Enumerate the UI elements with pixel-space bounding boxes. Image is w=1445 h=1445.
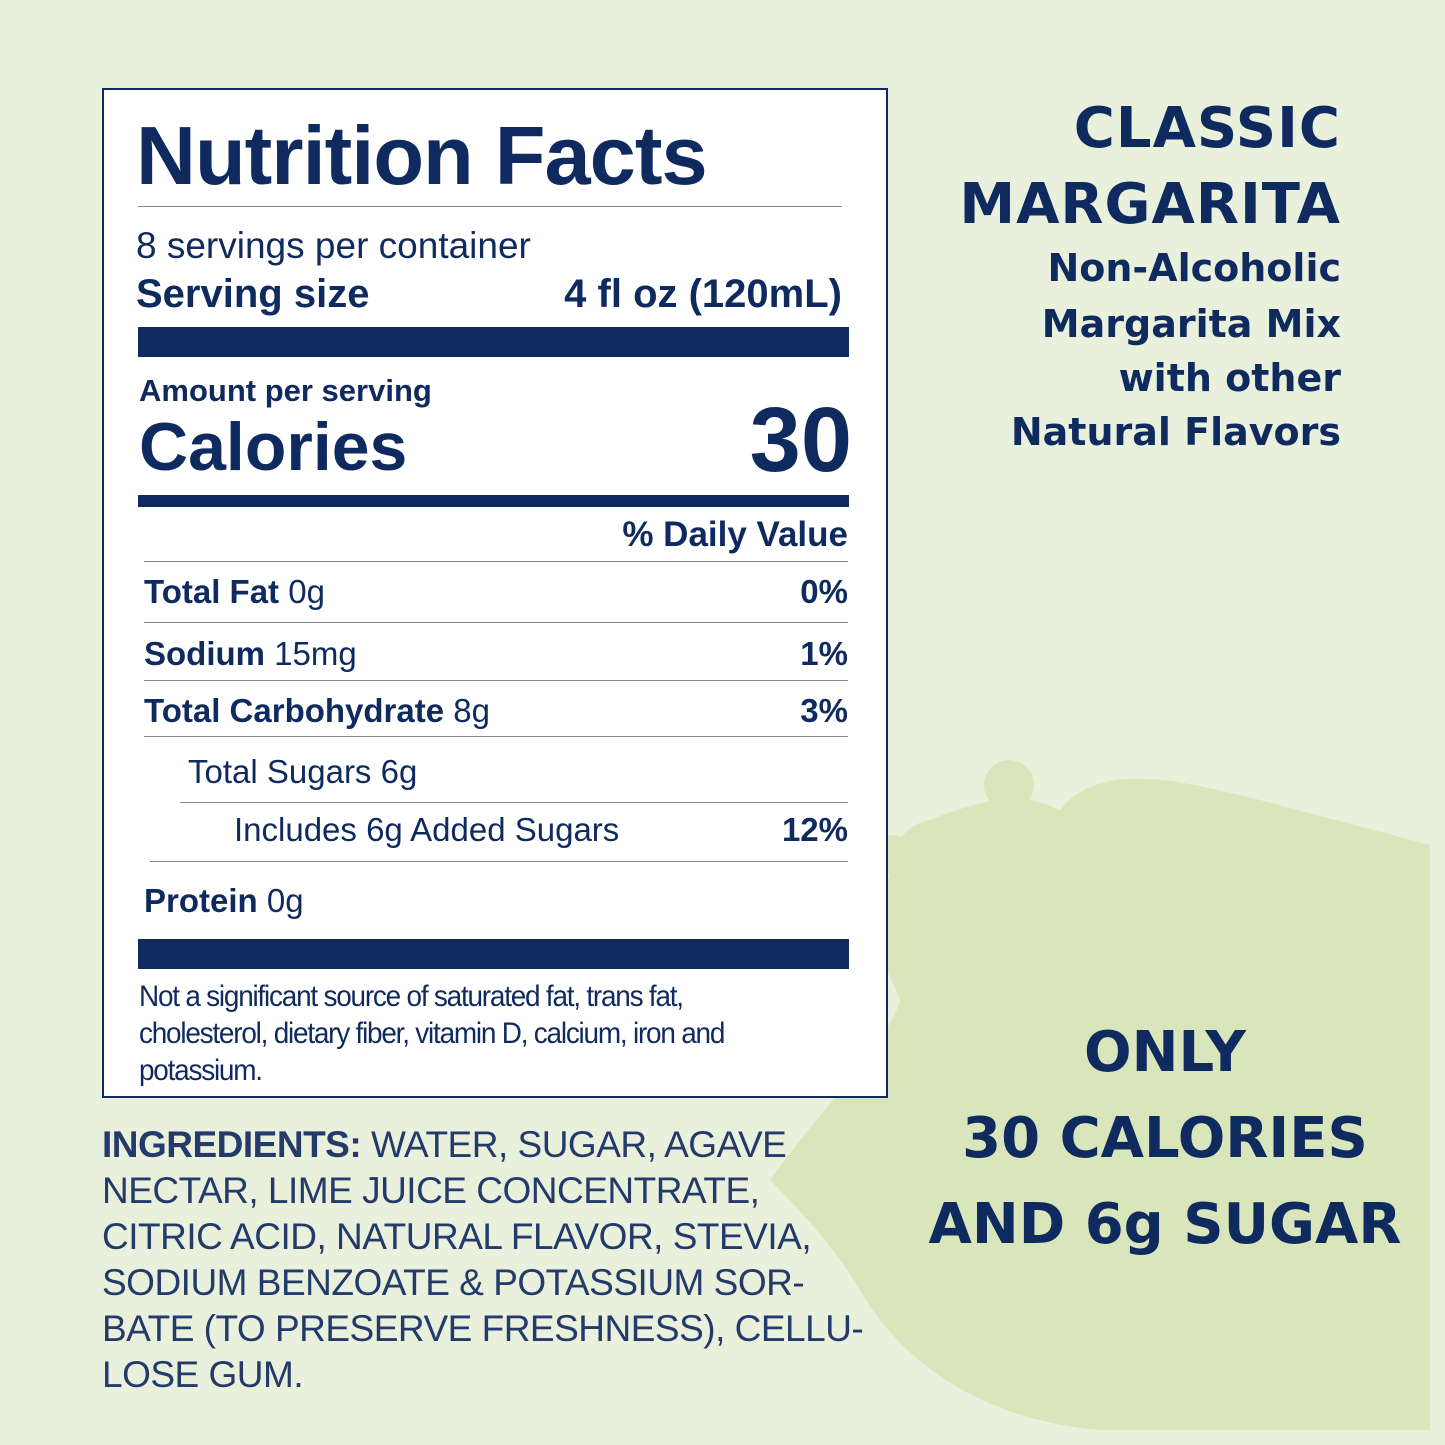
calories-value: 30	[749, 389, 852, 491]
product-name-line2: MARGARITA	[959, 172, 1341, 237]
nutrient-name: Sodium	[144, 635, 265, 672]
nutrition-title: Nutrition Facts	[136, 109, 708, 202]
nutrient-amount: Includes 6g Added Sugars	[234, 811, 620, 848]
nutrient-dv: 12%	[781, 811, 848, 848]
promo-line1: ONLY	[1084, 1020, 1246, 1085]
nutrient-row-sodium: Sodium 15mg 1%	[144, 635, 848, 673]
nutrient-amount: 8g	[453, 692, 490, 729]
nutrient-amount: 0g	[288, 573, 325, 610]
ingredients-line: LOSE GUM.	[102, 1354, 304, 1395]
nutrient-row-total-sugars: Total Sugars 6g	[188, 753, 848, 791]
amount-per-serving: Amount per serving	[139, 373, 432, 408]
serving-size: Serving size 4 fl oz (120mL)	[136, 272, 842, 317]
ingredients-line: CITRIC ACID, NATURAL FLAVOR, STEVIA,	[102, 1216, 812, 1257]
ingredients: INGREDIENTS: WATER, SUGAR, AGAVE NECTAR,…	[102, 1122, 864, 1398]
nutrient-row-carbohydrate: Total Carbohydrate 8g 3%	[144, 692, 848, 730]
medium-bar	[138, 495, 849, 507]
product-name-line1: CLASSIC	[1073, 96, 1341, 161]
product-desc-line3: with other	[1118, 356, 1341, 400]
ingredients-label: INGREDIENTS:	[102, 1124, 362, 1165]
nutrient-amount: 0g	[266, 882, 304, 919]
ingredients-line: NECTAR, LIME JUICE CONCENTRATE,	[102, 1170, 760, 1211]
promo-line3: AND 6g SUGAR	[928, 1192, 1402, 1257]
promo-text: ONLY 30 CALORIES AND 6g SUGAR	[900, 1010, 1430, 1268]
nutrient-dv: 0%	[800, 573, 848, 610]
thick-bar	[138, 327, 849, 357]
nutrient-row-total-fat: Total Fat 0g 0%	[144, 573, 848, 611]
divider	[144, 622, 848, 623]
product-desc-line2: Margarita Mix	[1041, 302, 1341, 346]
ingredients-line: BATE (TO PRESERVE FRESHNESS), CELLU-	[102, 1308, 864, 1349]
nutrient-amount: 15mg	[274, 635, 357, 672]
nutrition-facts-label: Nutrition Facts 8 servings per container…	[102, 88, 888, 1098]
thick-bar	[138, 939, 849, 969]
footnote: Not a significant source of saturated fa…	[139, 980, 725, 1087]
divider	[180, 802, 848, 803]
product-desc-line1: Non-Alcoholic	[1047, 246, 1341, 290]
nutrient-row-added-sugars: Includes 6g Added Sugars 12%	[234, 811, 848, 849]
serving-size-label: Serving size	[136, 272, 370, 316]
nutrient-dv: 1%	[800, 635, 848, 672]
divider	[144, 736, 848, 737]
divider	[138, 206, 842, 207]
calories-label: Calories	[139, 409, 408, 485]
nutrient-dv: 3%	[800, 692, 848, 729]
nutrient-row-protein: Protein 0g	[144, 882, 848, 920]
nutrient-name: Total Fat	[144, 573, 280, 610]
ingredients-line: SODIUM BENZOATE & POTASSIUM SOR-	[102, 1262, 805, 1303]
servings-per-container: 8 servings per container	[136, 225, 531, 266]
divider	[144, 561, 848, 562]
nutrient-name: Total Carbohydrate	[144, 692, 445, 729]
product-desc-line4: Natural Flavors	[1010, 410, 1341, 454]
divider	[144, 680, 848, 681]
ingredients-line: WATER, SUGAR, AGAVE	[361, 1124, 787, 1165]
promo-line2: 30 CALORIES	[962, 1106, 1368, 1171]
daily-value-header: % Daily Value	[622, 515, 848, 554]
divider	[150, 861, 848, 862]
nutrient-name: Protein	[144, 882, 258, 919]
nutrient-amount: Total Sugars 6g	[188, 753, 418, 790]
serving-size-value: 4 fl oz (120mL)	[564, 272, 842, 316]
